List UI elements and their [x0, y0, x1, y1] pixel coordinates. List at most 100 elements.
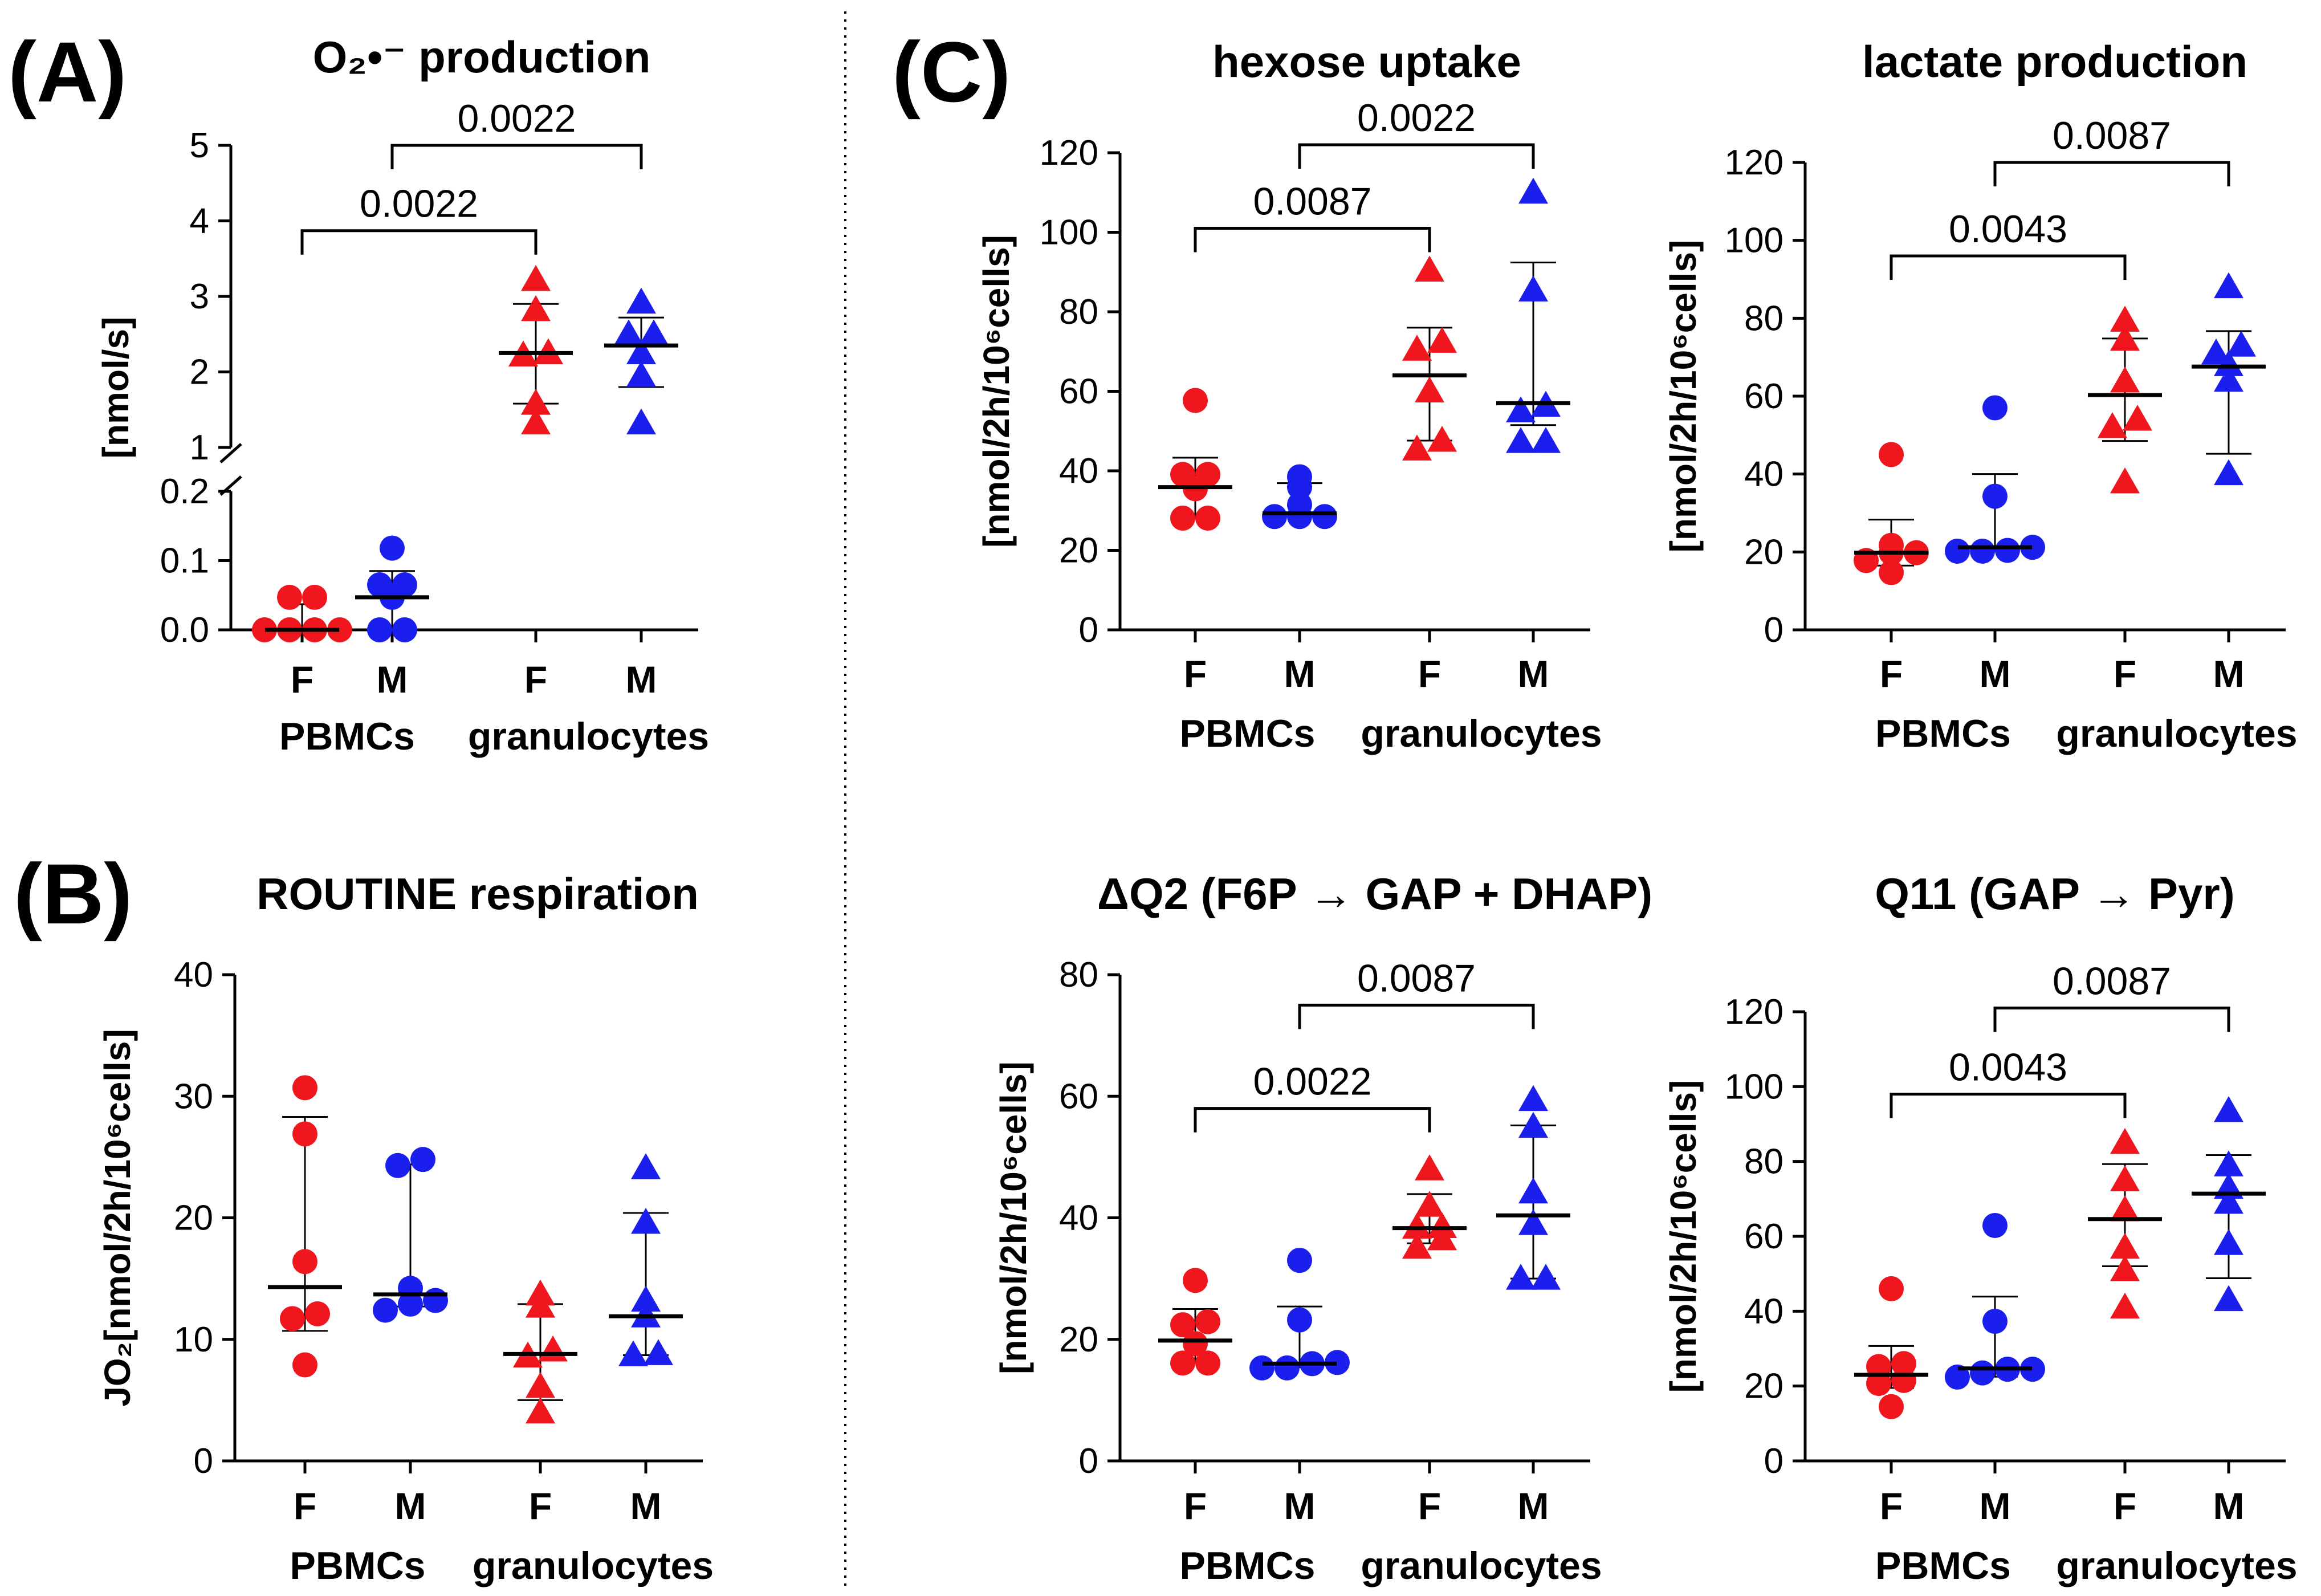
p-value-label: 0.0043	[1949, 1045, 2067, 1089]
y-tick-label: 40	[1744, 1292, 1783, 1331]
data-point	[521, 264, 551, 291]
panel-label-b: (B)	[14, 846, 132, 942]
x-tick-label-m: M	[2213, 1485, 2245, 1527]
series-pbmcs-m	[1249, 1248, 1350, 1381]
data-point	[327, 617, 352, 642]
y-tick-label: 3	[190, 277, 209, 316]
data-point	[1183, 388, 1208, 413]
data-point	[1262, 504, 1287, 530]
series-granulocytes-f	[2088, 1127, 2162, 1319]
x-tick-label-f: F	[1880, 1485, 1903, 1527]
y-tick-label: 120	[1725, 992, 1783, 1032]
y-axis-label: [nmol/s]	[95, 317, 136, 459]
y-tick-label: 80	[1059, 955, 1098, 995]
data-point	[2110, 1255, 2140, 1281]
data-point	[626, 408, 656, 435]
data-point	[526, 1279, 555, 1306]
data-point	[2214, 1096, 2243, 1122]
x-tick-label-f: F	[1418, 1485, 1441, 1527]
data-point	[1183, 1268, 1208, 1293]
data-point	[1195, 506, 1220, 531]
data-point	[1995, 538, 2020, 563]
group-label-pbmcs: PBMCs	[1875, 1544, 2011, 1587]
y-tick-label: 60	[1744, 377, 1783, 416]
chart-hexose: 0 20 40 60 80 100 120 F M F M PBMCs granulocytes hexo…	[976, 36, 1602, 755]
y-tick-label: 0	[194, 1442, 213, 1481]
y-tick-label: 20	[1744, 532, 1783, 572]
data-point	[626, 338, 656, 364]
y-tick-label: 30	[174, 1077, 213, 1116]
data-point	[2214, 1285, 2243, 1312]
y-axis-label: [nmol/2h/10⁶cells]	[976, 235, 1017, 548]
y-tick-label: 20	[1059, 1320, 1098, 1359]
x-tick-label-f: F	[2114, 1485, 2136, 1527]
series-granulocytes-m	[1496, 1085, 1570, 1290]
x-tick-label-m: M	[1980, 653, 2011, 695]
data-point	[1195, 462, 1220, 487]
data-point	[1402, 1232, 1432, 1259]
x-tick-label-f: F	[1418, 653, 1441, 695]
p-value-label: 0.0087	[1357, 956, 1476, 1000]
data-point	[280, 1306, 305, 1332]
chart-q11: 0 20 40 60 80 100 120 F M F M PBMCs granulocytes Q11 …	[1663, 869, 2298, 1587]
y-tick-label: 100	[1725, 1067, 1783, 1106]
data-point	[1312, 504, 1337, 530]
data-point	[2110, 1127, 2140, 1154]
data-point	[1518, 1085, 1548, 1112]
y-tick-label: 0.0	[160, 610, 209, 650]
y-tick-label: 80	[1744, 1142, 1783, 1182]
data-point	[614, 319, 644, 345]
data-point	[2123, 405, 2152, 431]
y-tick-label: 40	[1059, 1199, 1098, 1238]
data-point	[1506, 427, 1536, 453]
data-point	[1982, 483, 2008, 509]
series-pbmcs-m	[355, 535, 429, 642]
series-granulocytes-m	[1496, 177, 1570, 453]
data-point	[1415, 1191, 1444, 1217]
x-tick-label-m: M	[626, 658, 657, 701]
data-point	[1506, 396, 1536, 422]
data-point	[631, 1208, 661, 1234]
series-granulocytes-f	[499, 264, 573, 435]
chart-title: lactate production	[1862, 36, 2247, 87]
data-point	[521, 295, 551, 321]
data-point	[292, 1249, 317, 1275]
data-point	[1287, 1248, 1312, 1273]
data-point	[2214, 1150, 2243, 1176]
data-point	[2110, 306, 2140, 332]
x-tick-label-f: F	[529, 1485, 552, 1527]
data-point	[2098, 412, 2127, 438]
series-granulocytes-m	[604, 287, 678, 435]
data-point	[1170, 1350, 1195, 1376]
data-point	[1531, 1264, 1561, 1290]
chart-title: hexose uptake	[1212, 36, 1521, 87]
significance-bracket	[1993, 1006, 2230, 1032]
data-point	[1982, 395, 2008, 421]
p-value-label: 0.0087	[1253, 180, 1372, 223]
group-label-pbmcs: PBMCs	[1179, 1544, 1315, 1587]
data-point	[373, 1297, 398, 1323]
data-point	[1195, 1350, 1220, 1376]
x-tick-label-m: M	[1284, 1485, 1316, 1527]
group-label-granulocytes: granulocytes	[2056, 1544, 2297, 1587]
x-tick-label-f: F	[294, 1485, 316, 1527]
y-tick-label: 2	[190, 353, 209, 392]
x-tick-label-m: M	[2213, 653, 2245, 695]
data-point	[1415, 255, 1444, 282]
data-point	[1170, 462, 1195, 487]
panel-label-a: (A)	[8, 24, 127, 120]
data-point	[1415, 376, 1444, 402]
data-point	[1531, 427, 1561, 453]
data-point	[1402, 335, 1432, 361]
p-value-label: 0.0022	[458, 97, 576, 140]
data-point	[1518, 275, 1548, 302]
x-tick-label-f: F	[1184, 1485, 1207, 1527]
significance-bracket	[1993, 161, 2230, 186]
y-tick-label: 40	[174, 955, 213, 995]
p-value-label: 0.0022	[1357, 96, 1476, 140]
group-label-granulocytes: granulocytes	[468, 715, 709, 758]
x-tick-label-f: F	[1184, 653, 1207, 695]
significance-bracket	[1194, 227, 1431, 253]
data-point	[2214, 365, 2243, 392]
